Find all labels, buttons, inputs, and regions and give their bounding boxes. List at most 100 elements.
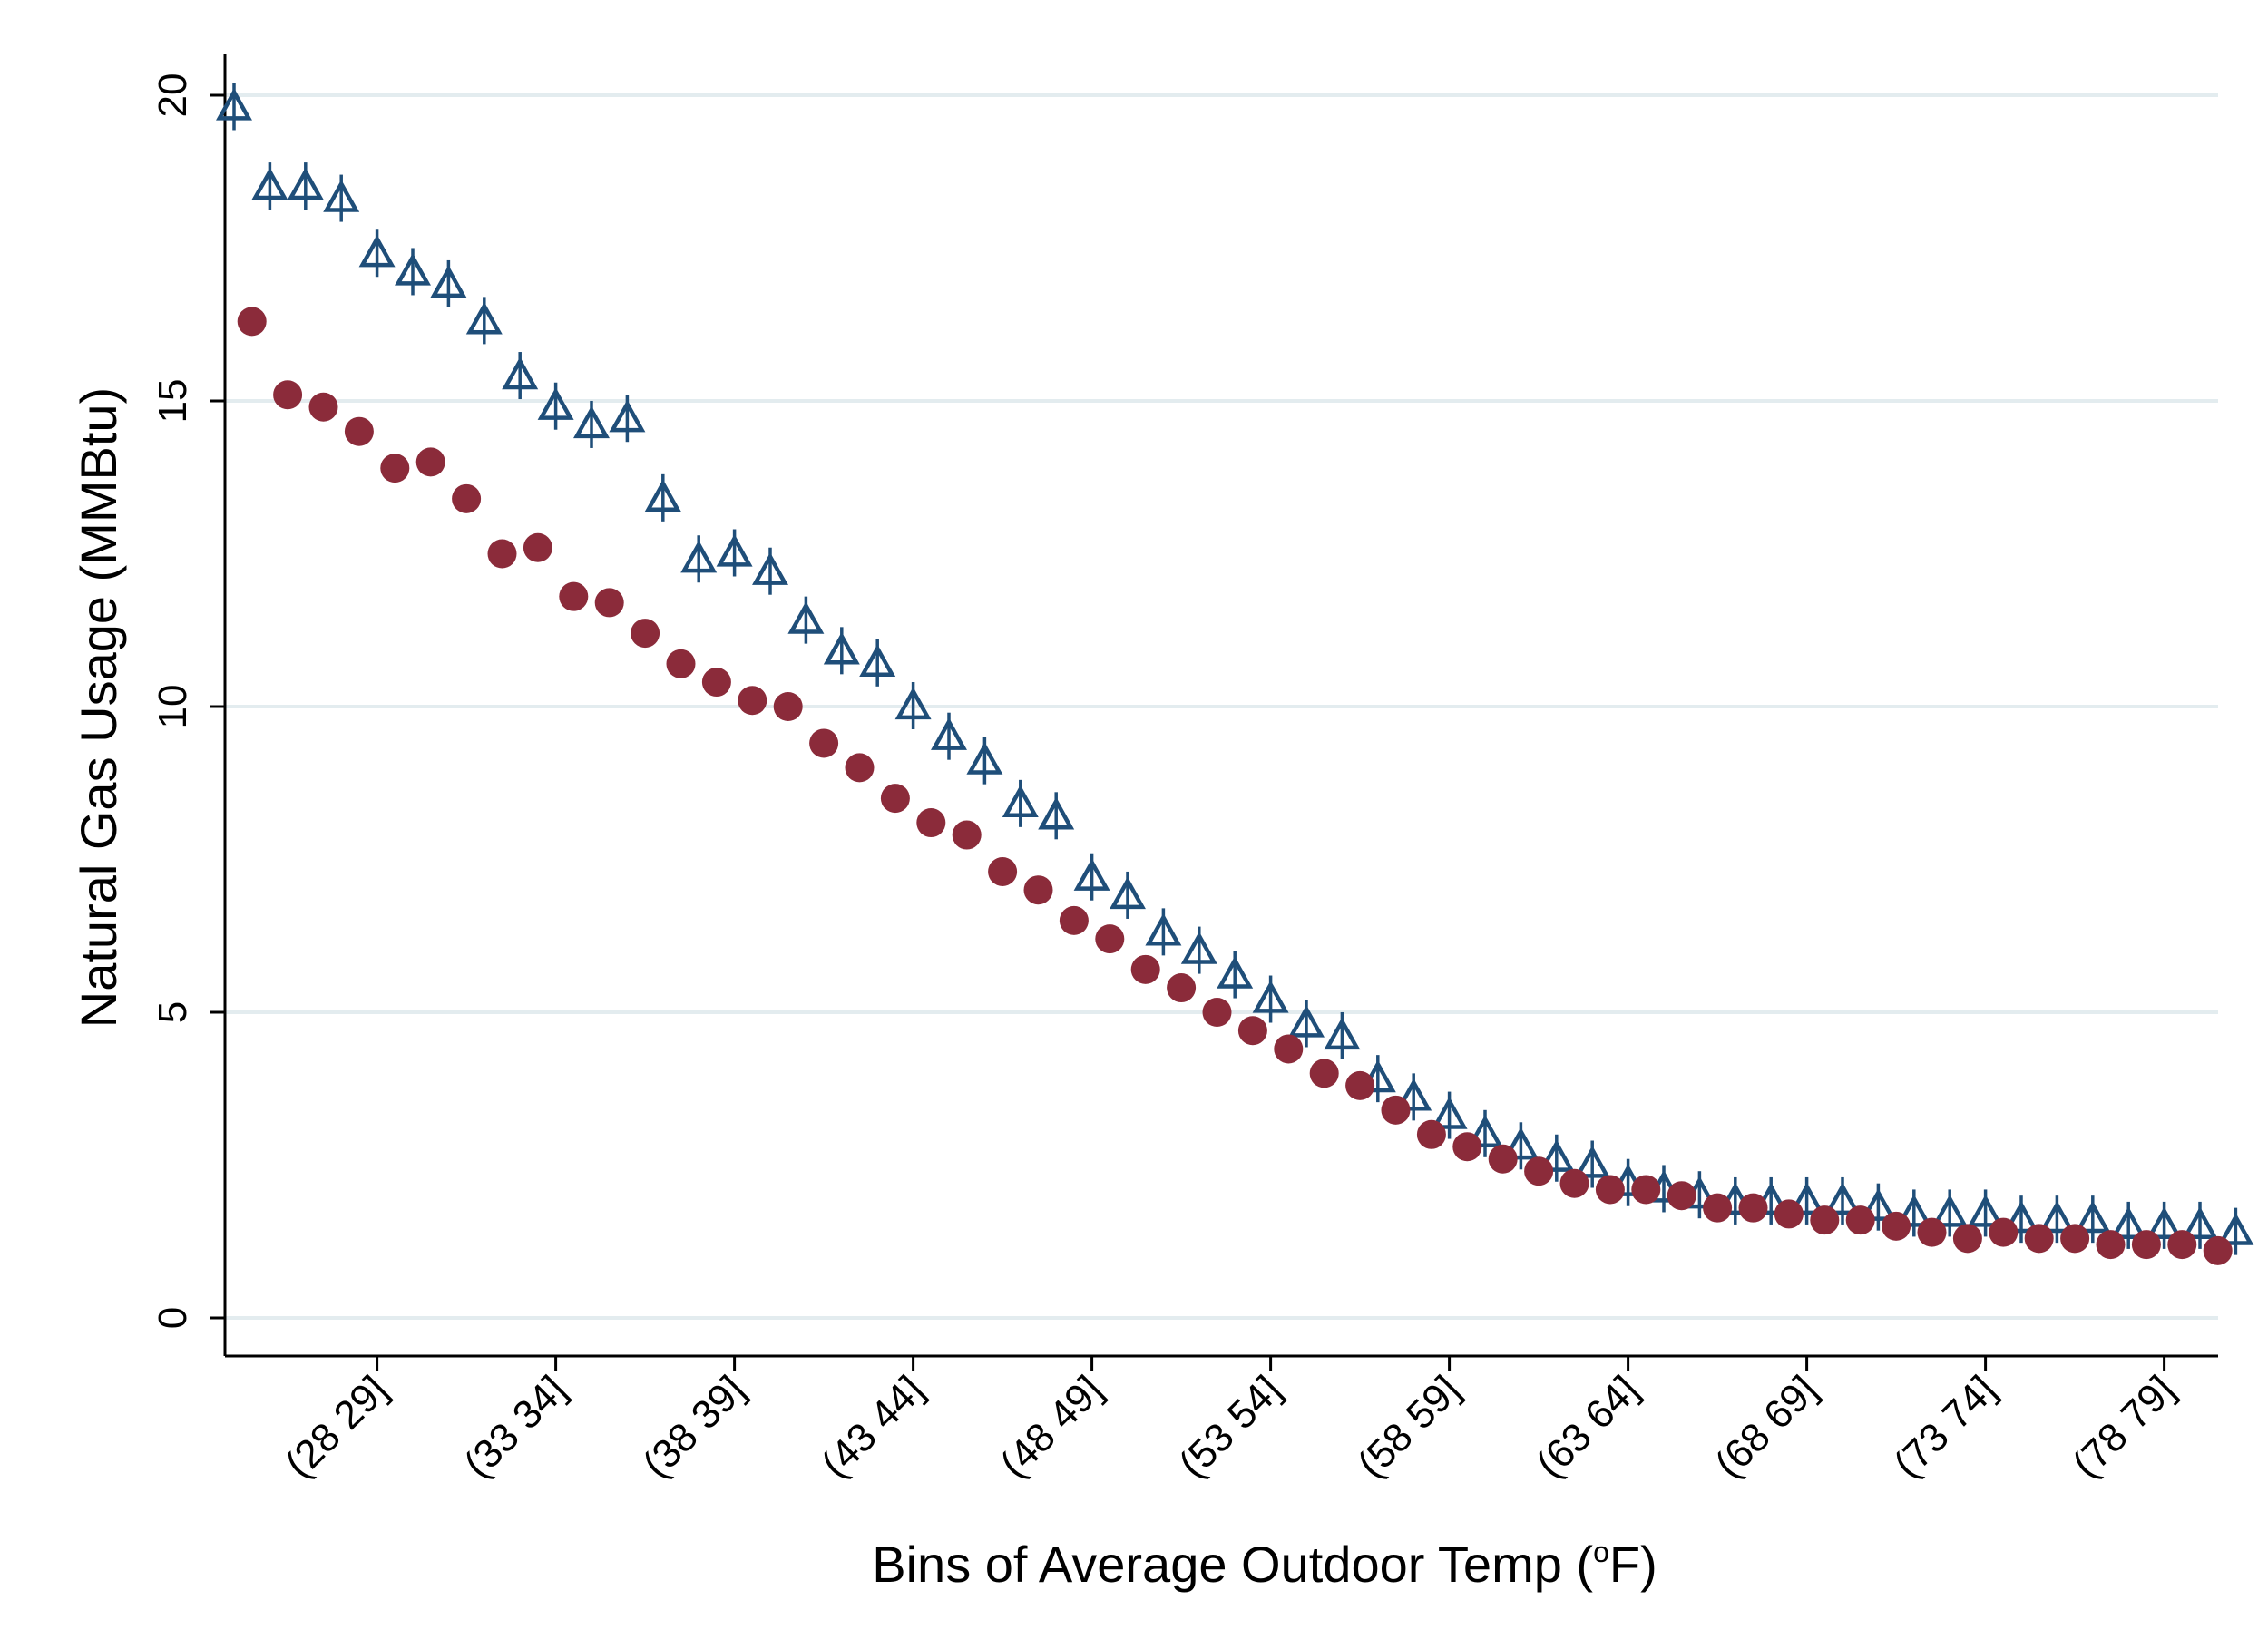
x-tick-label-1: (33 34] [455,1367,575,1487]
circle-point-4 [380,454,410,483]
triangle-point-56 [2217,1207,2254,1255]
circle-point-15 [773,692,803,721]
triangle-point-52 [2074,1195,2111,1244]
triangle-point-50 [2003,1195,2039,1244]
circle-point-51 [2060,1224,2090,1254]
triangle-point-25 [1110,871,1146,919]
circle-point-31 [1345,1070,1375,1100]
circle-point-3 [344,416,374,446]
circle-point-26 [1167,973,1197,1003]
circle-point-55 [2203,1235,2233,1265]
circle-point-24 [1095,924,1125,954]
triangle-point-27 [1180,926,1217,974]
circle-point-2 [308,392,338,422]
triangle-point-17 [823,627,860,675]
y-tick-label-15: 15 [151,379,195,424]
circle-point-52 [2096,1230,2126,1260]
x-tick-labels: (28 29] (33 34] (38 39] (43 44] (48 49] (53 5… [277,1367,2184,1487]
x-tick-label-5: (53 54] [1170,1367,1290,1487]
circle-point-1 [273,380,303,410]
circle-point-40 [1667,1181,1696,1211]
circle-point-38 [1595,1175,1625,1205]
x-axis-title-degree: o [1593,1536,1609,1568]
triangle-point-0 [216,83,252,131]
circle-point-44 [1810,1205,1840,1235]
circle-point-0 [237,307,267,337]
triangle-point-1 [251,162,288,210]
circle-point-10 [594,588,624,618]
circle-point-23 [1059,905,1089,935]
circle-point-45 [1845,1205,1875,1235]
x-tick-label-8: (68 69] [1706,1367,1826,1487]
triangle-point-28 [1217,951,1254,999]
x-tick-label-4: (48 49] [992,1367,1111,1487]
triangle-point-15 [752,547,788,595]
circle-point-12 [666,649,696,678]
triangle-point-45 [1824,1176,1861,1225]
triangle-point-22 [1002,779,1039,827]
triangle-point-31 [1324,1011,1361,1059]
circle-point-27 [1202,998,1232,1027]
triangle-point-21 [966,737,1003,785]
circle-point-16 [809,728,839,758]
x-tick-label-2: (38 39] [634,1367,754,1487]
circle-point-28 [1237,1016,1267,1046]
circle-point-36 [1524,1156,1554,1186]
triangle-point-51 [2038,1195,2076,1244]
triangle-point-18 [859,639,896,687]
triangle-point-16 [787,596,825,644]
circle-point-6 [452,483,482,513]
triangle-point-14 [716,529,753,577]
triangle-point-30 [1288,1000,1325,1048]
circle-point-22 [1023,875,1053,905]
triangle-point-35 [1467,1109,1503,1157]
x-axis-title-unit: F) [1609,1536,1657,1593]
triangle-point-10 [573,400,610,448]
axes [210,54,2218,1371]
x-axis-title: Bins of Average Outdoor Temp (oF) [872,1536,1657,1593]
x-tick-label-9: (73 74] [1885,1367,2005,1487]
circle-point-35 [1488,1144,1518,1174]
circle-point-46 [1882,1211,1911,1241]
circle-point-20 [952,820,982,850]
y-axis-title: Natural Gas Usage (MMBtu) [70,387,127,1028]
triangle-point-24 [1073,853,1110,901]
gridlines [225,93,2218,1320]
circle-point-13 [701,668,731,698]
triangle-point-19 [894,682,932,729]
circle-point-33 [1416,1119,1446,1149]
circle-point-5 [415,447,445,477]
circle-point-47 [1917,1217,1947,1247]
y-tick-label-0: 0 [151,1307,195,1329]
circle-point-39 [1631,1175,1661,1205]
x-tick-label-7: (63 64] [1528,1367,1647,1487]
circle-point-32 [1381,1095,1411,1125]
circle-point-50 [2024,1224,2054,1254]
circle-point-25 [1130,954,1160,984]
circle-point-42 [1738,1193,1768,1223]
circle-point-14 [738,686,767,716]
circle-point-8 [523,532,552,562]
series-triangles [216,83,2254,1255]
triangle-point-5 [395,248,431,296]
y-tick-label-20: 20 [151,73,195,118]
triangle-point-44 [1788,1176,1825,1225]
triangle-point-23 [1038,792,1075,840]
triangle-point-2 [287,162,324,210]
triangle-point-26 [1145,908,1182,956]
triangle-point-55 [2182,1201,2218,1249]
triangle-point-47 [1895,1189,1932,1237]
triangle-point-29 [1252,975,1289,1023]
triangle-point-37 [1538,1134,1575,1182]
triangle-point-9 [537,382,574,430]
circle-point-17 [845,753,875,783]
circle-point-53 [2131,1230,2161,1260]
y-tick-labels: 0 5 10 15 20 [151,73,195,1330]
triangle-point-34 [1431,1091,1468,1139]
triangle-point-48 [1931,1189,1969,1237]
series-circles [237,307,2233,1265]
circle-point-48 [1952,1224,1982,1254]
triangle-point-53 [2110,1201,2147,1249]
triangle-point-7 [465,297,503,345]
